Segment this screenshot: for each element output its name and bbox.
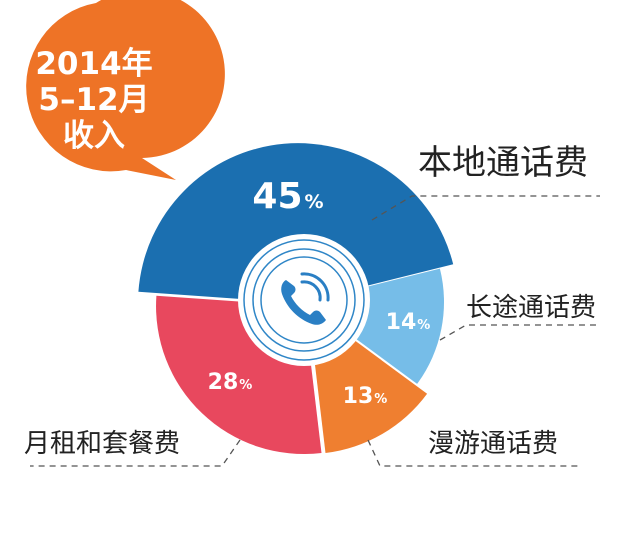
category-label-local-call: 本地通话费 — [418, 143, 588, 183]
center-ring-middle — [252, 248, 356, 352]
leader-line-local-call — [371, 195, 600, 221]
category-label-long-distance: 长途通话费 — [466, 293, 596, 323]
period-badge: 2014年 5–12月 收入 — [26, 0, 225, 180]
leader-line-long-distance — [439, 324, 600, 341]
center-ring-inner — [260, 256, 348, 344]
badge-months: 5–12月 — [38, 82, 149, 118]
center-ring-outer — [243, 239, 365, 361]
badge-bubble — [26, 0, 225, 180]
value-label-local-call: 45% — [252, 176, 323, 217]
value-label-roaming: 13% — [343, 384, 388, 409]
slice-local-call — [138, 143, 454, 303]
category-label-roaming: 漫游通话费 — [428, 429, 558, 459]
value-labels: 45% 14% 13% 28% — [208, 176, 431, 409]
category-label-monthly-package: 月租和套餐费 — [24, 429, 180, 459]
value-label-monthly-package: 28% — [208, 370, 253, 395]
leader-line-monthly-package — [30, 439, 241, 467]
badge-income: 收入 — [63, 118, 125, 154]
value-label-long-distance: 14% — [386, 310, 431, 335]
leader-lines — [30, 195, 600, 467]
center-disc — [238, 234, 370, 366]
phone-ringing-icon — [281, 272, 330, 325]
category-labels: 本地通话费 长途通话费 漫游通话费 月租和套餐费 — [24, 143, 596, 459]
badge-year: 2014年 — [35, 46, 152, 82]
center-badge — [238, 234, 370, 366]
